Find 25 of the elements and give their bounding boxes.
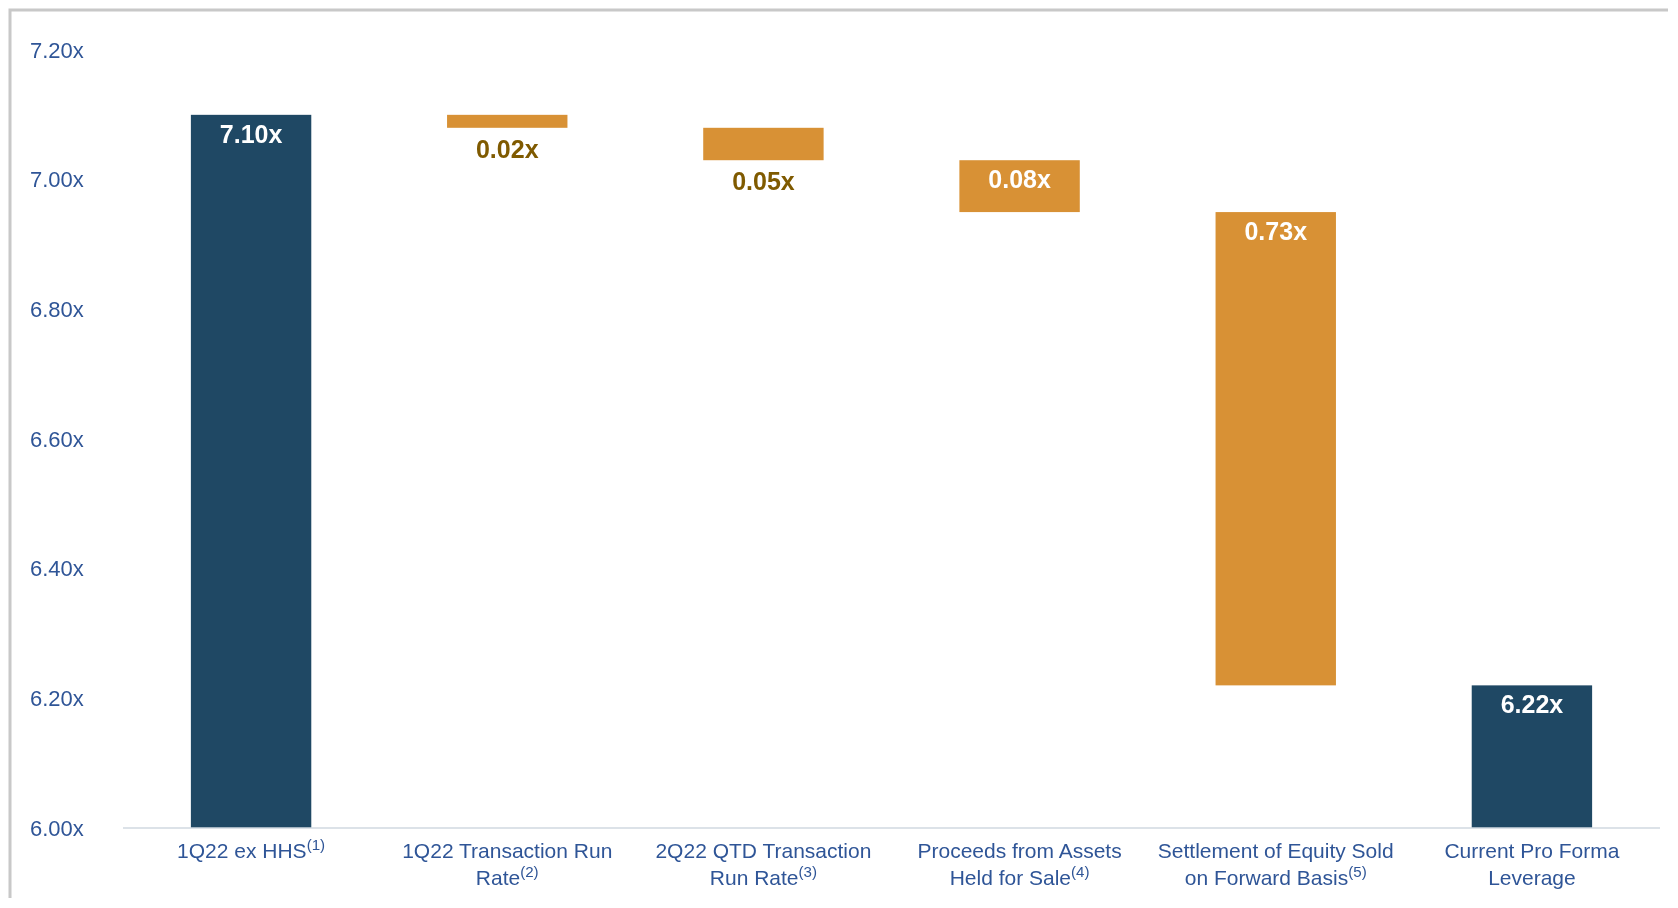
bar [703,127,824,161]
y-tick-label: 6.00x [30,815,84,841]
x-tick-label: 1Q22 ex HHS$^{(1)}$ [177,835,326,862]
data-label: 7.10x [219,119,283,148]
y-tick-label: 6.20x [30,686,84,712]
x-tick-label: 2Q22 QTD Transaction Run Rate$^{(3)}$ [655,839,872,889]
data-label: 0.05x [732,167,795,196]
bar [1215,212,1336,686]
y-tick-label: 7.20x [30,37,84,63]
y-tick-label: 7.00x [30,167,84,193]
y-tick-label: 6.60x [30,426,84,452]
data-label: 6.22x [1500,690,1564,719]
x-tick-label: Settlement of Equity Sold on Forward Basis$^{(5)}$ [1157,839,1394,889]
x-tick-label: Current Pro Forma Leverage [1444,839,1620,889]
data-label: 0.08x [988,165,1051,194]
y-tick-label: 6.80x [30,297,84,323]
bar [1471,685,1593,828]
bar [959,160,1080,213]
bar [447,114,568,128]
y-tick-label: 6.40x [30,556,84,582]
x-tick-label: Proceeds from Assets Held for Sale$^{(4)}$ [917,839,1122,889]
data-label: 0.02x [475,134,539,163]
data-label: 0.73x [1244,217,1308,246]
bar [190,114,312,828]
x-tick-label: 1Q22 Transaction Run Rate$^{(2)}$ [402,839,613,889]
